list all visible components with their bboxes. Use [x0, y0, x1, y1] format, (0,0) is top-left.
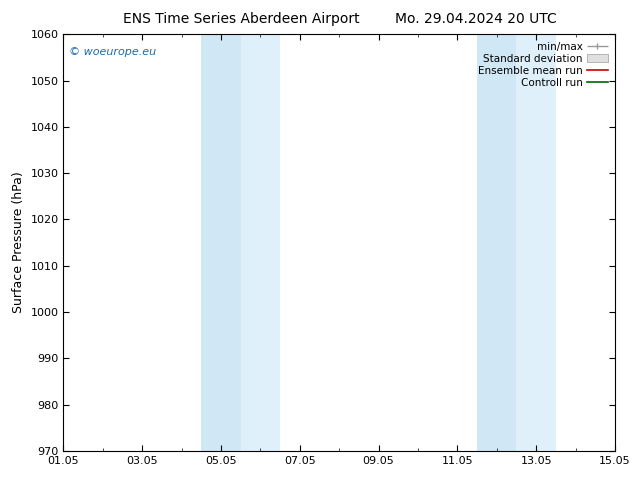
Bar [241, 34, 280, 451]
Text: Mo. 29.04.2024 20 UTC: Mo. 29.04.2024 20 UTC [394, 12, 557, 26]
Bar [202, 34, 241, 451]
Bar [477, 34, 517, 451]
Text: ENS Time Series Aberdeen Airport: ENS Time Series Aberdeen Airport [122, 12, 359, 26]
Text: © woeurope.eu: © woeurope.eu [69, 47, 156, 57]
Y-axis label: Surface Pressure (hPa): Surface Pressure (hPa) [12, 172, 25, 314]
Bar [517, 34, 556, 451]
Legend: min/max, Standard deviation, Ensemble mean run, Controll run: min/max, Standard deviation, Ensemble me… [474, 37, 612, 92]
